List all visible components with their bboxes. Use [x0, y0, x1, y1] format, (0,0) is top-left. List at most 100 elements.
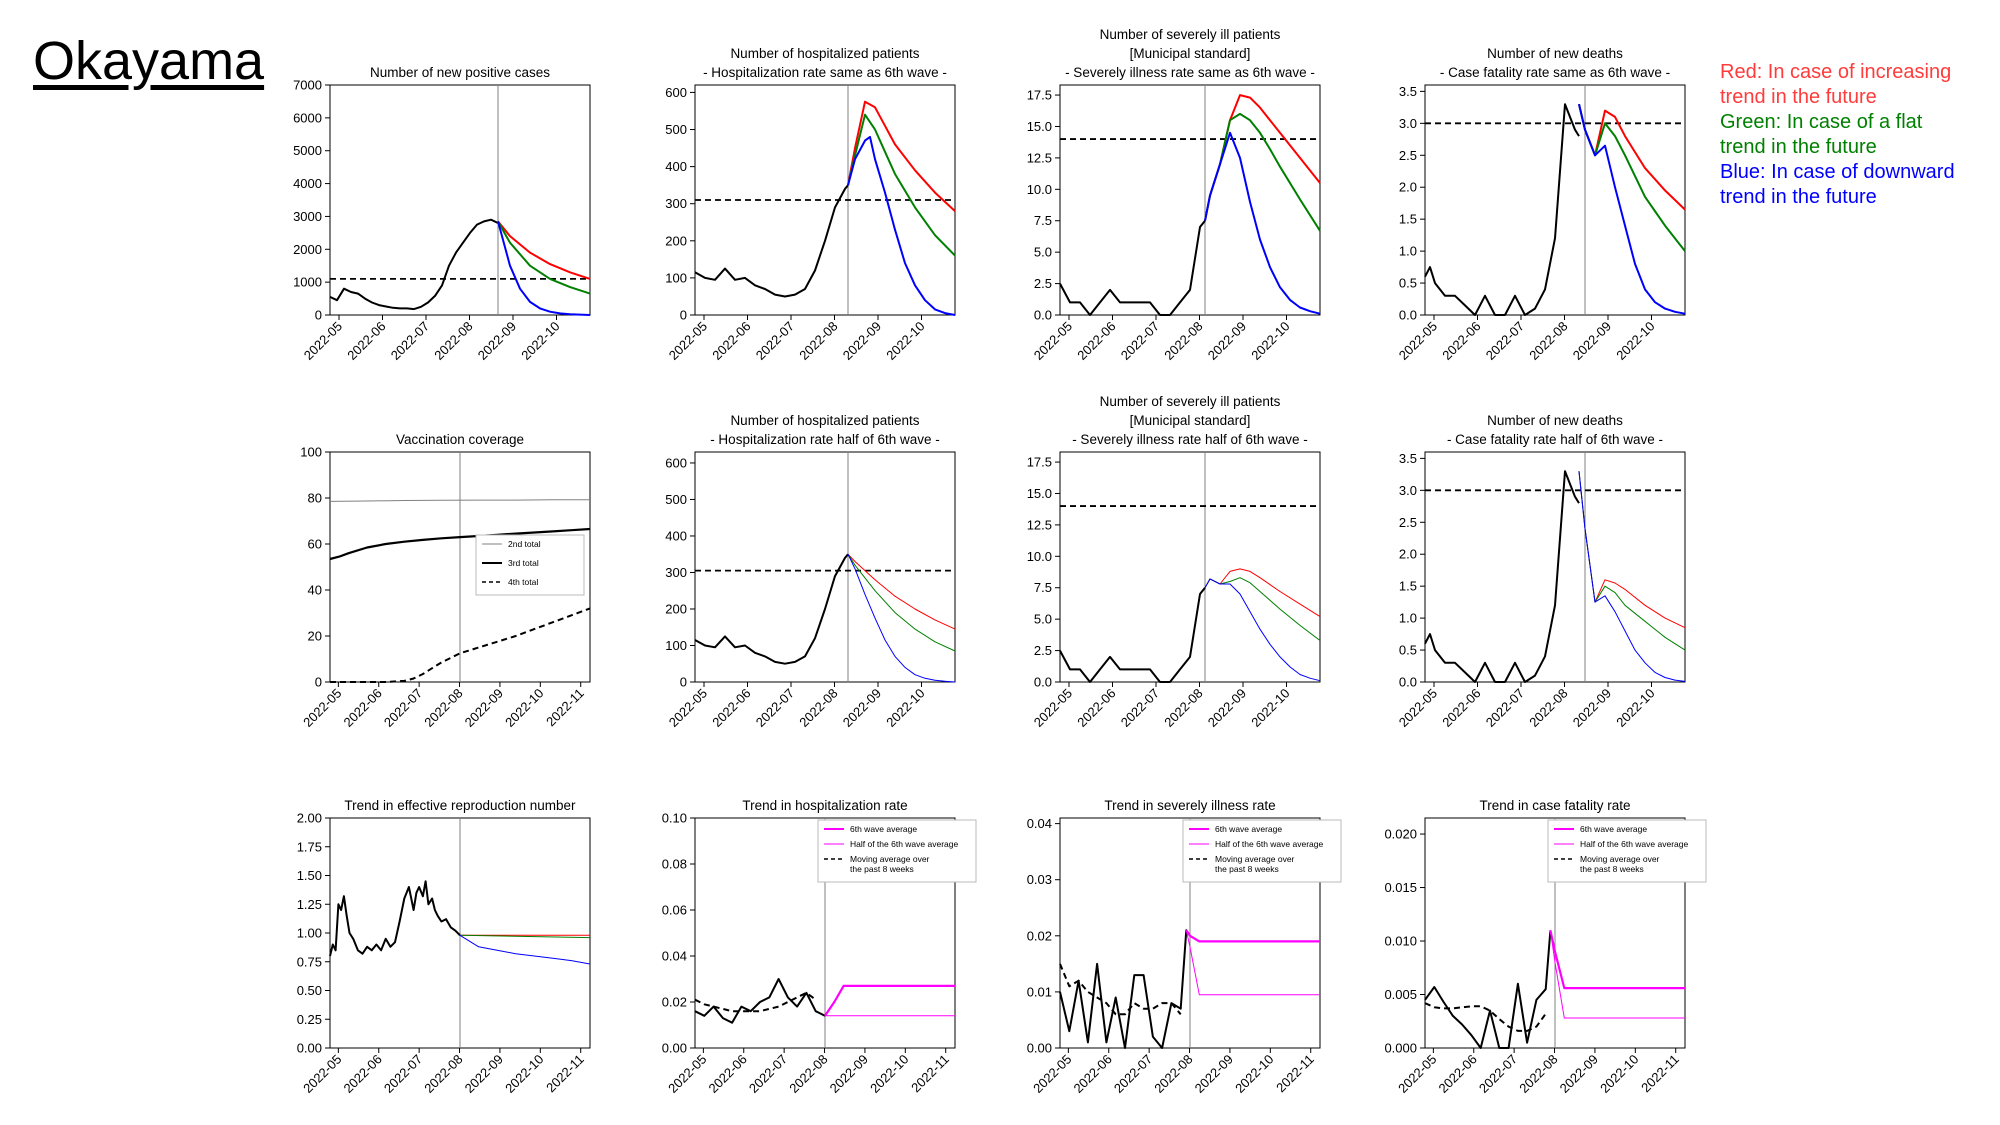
y-tick-label: 0 — [315, 308, 322, 323]
x-tick-label: 2022-05 — [300, 686, 344, 730]
x-tick-label: 2022-10 — [883, 319, 927, 363]
y-tick-label: 80 — [308, 491, 322, 506]
y-tick-label: 200 — [665, 601, 687, 616]
series-line-gray — [329, 499, 590, 502]
series-line-black — [1424, 1002, 1547, 1032]
chart-hosp-same: Number of hospitalized patients - Hospita… — [665, 46, 956, 363]
x-tick-label: 2022-09 — [1570, 319, 1614, 363]
y-tick-label: 5.0 — [1034, 245, 1052, 260]
y-tick-label: 0.50 — [297, 983, 322, 998]
chart-title: Number of hospitalized patients — [730, 413, 919, 428]
legend-label: 6th wave average — [1215, 824, 1282, 834]
x-tick-label: 2022-09 — [1205, 319, 1249, 363]
chart-vaccination: Vaccination coverage0204060801002022-052… — [300, 432, 591, 730]
y-tick-label: 0.0 — [1034, 308, 1052, 323]
series-line-red — [497, 220, 591, 280]
y-tick-label: 2000 — [293, 242, 322, 257]
y-tick-label: 0.000 — [1384, 1041, 1417, 1056]
series-line-black — [1059, 929, 1191, 1049]
series-line-red — [847, 100, 956, 212]
y-tick-label: 0.00 — [297, 1041, 322, 1056]
x-tick-label: 2022-06 — [1436, 1052, 1480, 1096]
x-tick-label: 2022-10 — [867, 1052, 911, 1096]
legend-label: Half of the 6th wave average — [1580, 839, 1688, 849]
x-tick-label: 2022-08 — [1526, 319, 1570, 363]
y-tick-label: 2.5 — [1034, 276, 1052, 291]
y-tick-label: 0.08 — [662, 857, 687, 872]
chart-title: - Case fatality rate same as 6th wave - — [1440, 65, 1670, 80]
x-tick-label: 2022-05 — [1031, 319, 1075, 363]
x-tick-label: 2022-09 — [462, 1052, 506, 1096]
x-tick-label: 2022-10 — [518, 319, 562, 363]
x-tick-label: 2022-10 — [1248, 319, 1292, 363]
y-tick-label: 0.020 — [1384, 827, 1417, 842]
x-tick-label: 2022-06 — [341, 686, 385, 730]
y-tick-label: 0.02 — [662, 995, 687, 1010]
chart-title: Number of hospitalized patients — [730, 46, 919, 61]
x-tick-label: 2022-07 — [1483, 319, 1527, 363]
x-tick-label: 2022-08 — [1161, 319, 1205, 363]
chart-title: Number of new deaths — [1487, 46, 1623, 61]
x-tick-label: 2022-06 — [706, 1052, 750, 1096]
y-tick-label: 1.00 — [297, 926, 322, 941]
series-line-green — [1204, 577, 1321, 641]
chart-severe-half: Number of severely ill patients [Municipa… — [1027, 394, 1321, 730]
y-tick-label: 5000 — [293, 143, 322, 158]
y-tick-label: 2.0 — [1399, 547, 1417, 562]
y-tick-label: 15.0 — [1027, 486, 1052, 501]
series-line-magenta — [824, 984, 955, 1017]
y-tick-label: 3000 — [293, 209, 322, 224]
legend-label: Moving average over — [850, 854, 930, 864]
legend-label: 3rd total — [508, 558, 539, 568]
series-line-magenta — [1185, 930, 1320, 996]
y-tick-label: 12.5 — [1027, 150, 1052, 165]
y-tick-label: 600 — [665, 455, 687, 470]
x-tick-label: 2022-05 — [1031, 686, 1075, 730]
chart-hosp-rate: Trend in hospitalization rate 0.00 0.02 0.0… — [662, 798, 977, 1096]
scenario-legend-line: Green: In case of a flat — [1720, 111, 1923, 133]
y-tick-label: 500 — [665, 492, 687, 507]
x-tick-label: 2022-05 — [1396, 319, 1440, 363]
x-tick-label: 2022-06 — [1439, 319, 1483, 363]
series-line-blue — [847, 553, 956, 683]
series-line-red — [1578, 471, 1686, 629]
y-tick-label: 20 — [308, 629, 322, 644]
series-line-black — [329, 218, 499, 311]
x-tick-label: 2022-07 — [381, 686, 425, 730]
y-tick-label: 7.5 — [1034, 580, 1052, 595]
legend-box — [475, 534, 585, 596]
x-tick-label: 2022-09 — [840, 319, 884, 363]
x-tick-label: 2022-11 — [1638, 1052, 1682, 1096]
y-tick-label: 0.25 — [297, 1012, 322, 1027]
series-line-green — [847, 113, 956, 257]
series-line-blue — [1204, 578, 1321, 682]
x-tick-label: 2022-08 — [1516, 1052, 1560, 1096]
series-line-blue — [847, 135, 956, 316]
chart-deaths-half: Number of new deaths - Case fatality rate… — [1396, 413, 1686, 730]
y-tick-label: 0.00 — [662, 1041, 687, 1056]
x-tick-label: 2022-05 — [1030, 1052, 1074, 1096]
series-line-black — [694, 991, 817, 1013]
x-tick-label: 2022-10 — [1248, 686, 1292, 730]
series-line-black — [694, 978, 826, 1024]
series-line-magenta — [1549, 930, 1685, 1019]
scenario-legend: Red: In case of increasing trend in the … — [1720, 60, 1955, 210]
series-line-black — [329, 527, 591, 561]
y-tick-label: 17.5 — [1027, 455, 1052, 470]
y-tick-label: 0.04 — [1027, 816, 1052, 831]
chart-title: Trend in severely illness rate — [1104, 798, 1275, 813]
y-tick-label: 0.03 — [1027, 872, 1052, 887]
series-line-black — [330, 607, 591, 683]
x-tick-label: 2022-07 — [753, 686, 797, 730]
legend-label: 4th total — [508, 577, 538, 587]
y-tick-label: 0.0 — [1034, 675, 1052, 690]
legend-label: 6th wave average — [850, 824, 917, 834]
y-tick-label: 40 — [308, 583, 322, 598]
series-line-black — [1059, 220, 1206, 316]
x-tick-label: 2022-05 — [300, 1052, 344, 1096]
legend-box — [1182, 819, 1342, 883]
y-tick-label: 600 — [665, 85, 687, 100]
y-tick-label: 3.5 — [1399, 84, 1417, 99]
x-tick-label: 2022-07 — [1111, 1052, 1155, 1096]
